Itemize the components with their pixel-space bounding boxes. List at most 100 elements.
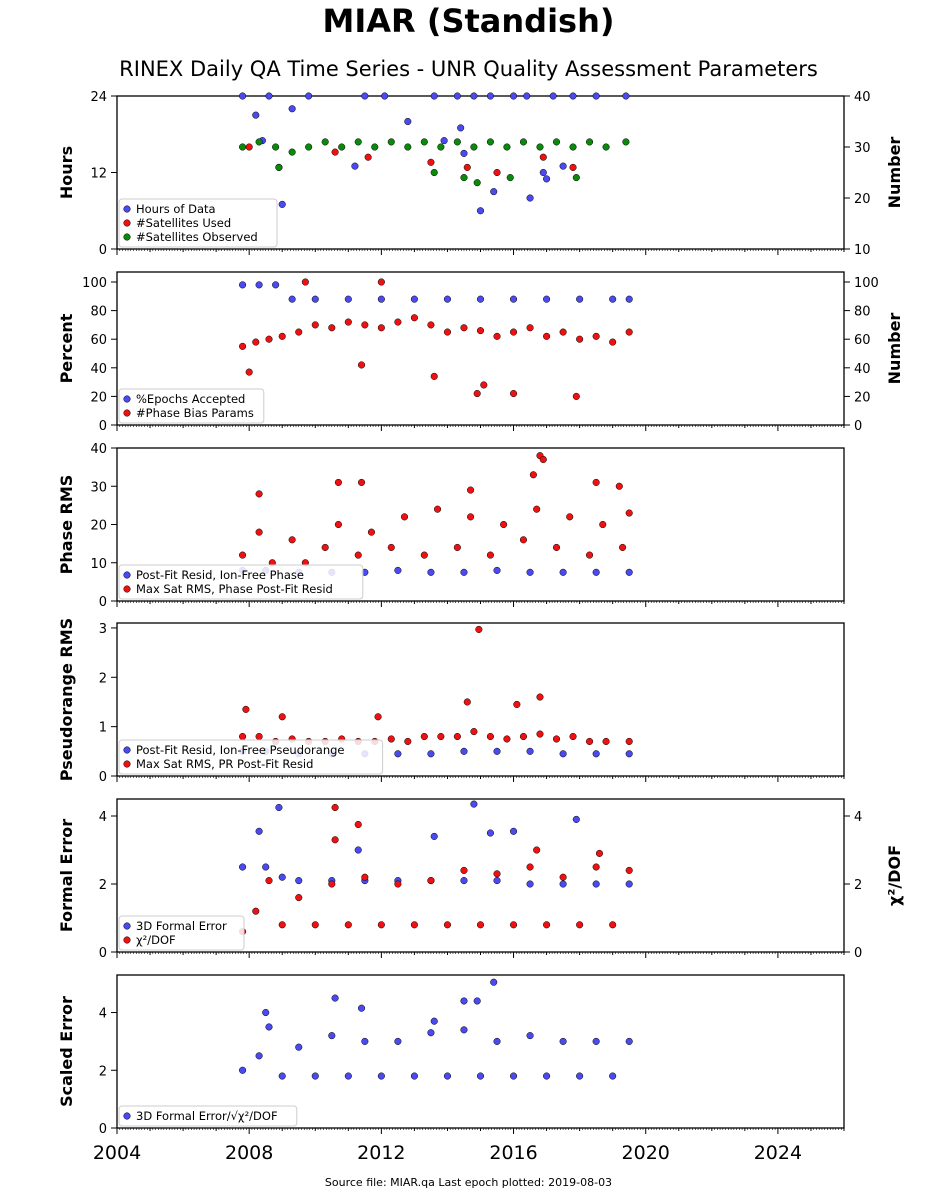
data-point-hours-s1 <box>493 168 501 177</box>
data-point-percent-s0 <box>609 295 617 303</box>
data-point-formal_error-s0 <box>493 877 501 885</box>
data-point-scaled_error-s0 <box>394 1037 402 1045</box>
data-point-hours-s1 <box>569 163 577 171</box>
data-point-formal_error-s1 <box>394 880 402 888</box>
data-point-phase_rms-s1 <box>255 528 263 536</box>
data-point-percent-s1 <box>344 318 352 326</box>
data-point-hours-s2 <box>338 143 346 151</box>
data-point-scaled_error-s0 <box>331 994 339 1002</box>
y2-tick-label-hours: 30 <box>854 141 871 156</box>
data-point-pseudorange_rms-s1 <box>255 732 263 741</box>
y2-tick-label-percent: 20 <box>854 390 871 405</box>
y2-tick-label-percent: 60 <box>854 333 871 348</box>
legend-marker-hours <box>123 205 131 213</box>
data-point-formal_error-s1 <box>427 877 435 885</box>
y-tick-label-pseudorange_rms: 1 <box>99 721 107 736</box>
data-point-phase_rms-s1 <box>486 551 494 559</box>
data-point-percent-s1 <box>410 314 418 322</box>
data-point-hours-s2 <box>473 179 481 187</box>
data-point-formal_error-s1 <box>460 866 468 874</box>
x-tick-label: 2020 <box>622 1142 670 1164</box>
data-point-percent-s1 <box>311 321 319 329</box>
y-tick-label-pseudorange_rms: 0 <box>99 770 107 785</box>
y-tick-label-hours: 24 <box>90 90 107 105</box>
y2-tick-label-formal_error: 0 <box>854 946 862 961</box>
data-point-phase_rms-s0 <box>592 568 600 576</box>
x-tick-label: 2012 <box>357 1142 405 1164</box>
data-point-scaled_error-s0 <box>262 1008 270 1017</box>
y-axis-label-percent: Percent <box>57 313 76 383</box>
y-tick-label-phase_rms: 20 <box>90 519 107 534</box>
data-point-formal_error-s1 <box>265 877 273 885</box>
data-point-percent-s1 <box>609 338 617 346</box>
data-point-hours-s1 <box>539 153 547 161</box>
data-point-formal_error-s1 <box>331 803 339 812</box>
data-point-formal_error-s1 <box>311 921 319 929</box>
data-point-pseudorange_rms-s1 <box>486 732 494 741</box>
data-point-formal_error-s0 <box>255 827 263 835</box>
data-point-hours-s0 <box>239 92 247 100</box>
legend-marker-hours <box>123 233 131 241</box>
legend-label-percent: %Epochs Accepted <box>136 392 245 406</box>
data-point-phase_rms-s1 <box>599 520 607 529</box>
data-point-formal_error-s1 <box>576 921 584 929</box>
data-point-formal_error-s0 <box>460 877 468 885</box>
data-point-hours-s2 <box>503 143 511 151</box>
data-point-formal_error-s1 <box>252 907 260 915</box>
data-point-scaled_error-s0 <box>543 1072 551 1080</box>
data-point-formal_error-s1 <box>295 894 303 902</box>
data-point-percent-s1 <box>576 335 584 343</box>
data-point-phase_rms-s1 <box>615 482 623 490</box>
data-point-hours-s0 <box>490 188 498 196</box>
data-point-percent-s0 <box>377 295 385 303</box>
data-point-phase_rms-s0 <box>559 568 567 576</box>
data-point-hours-s2 <box>622 138 630 146</box>
data-point-scaled_error-s0 <box>526 1032 534 1040</box>
data-point-percent-s1 <box>509 389 518 398</box>
legend-box-hours <box>118 198 278 248</box>
data-point-phase_rms-s0 <box>394 566 402 574</box>
data-point-pseudorange_rms-s1 <box>239 732 247 741</box>
data-point-pseudorange_rms-s1 <box>536 730 544 738</box>
data-point-hours-s1 <box>364 153 372 161</box>
data-point-pseudorange_rms-s0 <box>559 750 567 758</box>
data-point-hours-s2 <box>420 138 428 146</box>
data-point-percent-s1 <box>427 321 435 329</box>
plot-frame-scaled_error <box>116 974 845 1129</box>
data-point-formal_error-s0 <box>486 829 494 837</box>
data-point-pseudorange_rms-s1 <box>453 732 461 741</box>
data-point-scaled_error-s0 <box>278 1072 286 1080</box>
data-point-hours-s0 <box>440 137 448 145</box>
legend-marker-scaled_error <box>123 1112 131 1120</box>
data-point-phase_rms-s1 <box>467 513 475 521</box>
y-tick-label-formal_error: 0 <box>99 946 107 961</box>
data-point-scaled_error-s0 <box>473 997 481 1005</box>
data-point-hours-s0 <box>265 92 273 100</box>
data-point-hours-s1 <box>245 143 253 151</box>
y2-tick-label-percent: 80 <box>854 305 871 320</box>
data-point-percent-s1 <box>509 328 518 336</box>
data-point-pseudorange_rms-s1 <box>470 728 478 736</box>
data-point-pseudorange_rms-s1 <box>602 737 610 746</box>
legend-marker-hours <box>123 219 131 227</box>
data-point-percent-s1 <box>295 328 303 336</box>
data-point-scaled_error-s0 <box>509 1072 518 1080</box>
data-point-percent-s0 <box>476 295 485 303</box>
data-point-scaled_error-s0 <box>592 1037 600 1045</box>
data-point-scaled_error-s0 <box>460 1026 468 1034</box>
chart-title: MIAR (Standish) <box>322 2 615 40</box>
data-point-formal_error-s1 <box>476 921 485 929</box>
data-point-phase_rms-s1 <box>400 513 409 521</box>
data-point-scaled_error-s0 <box>490 978 498 986</box>
data-point-formal_error-s1 <box>526 863 534 871</box>
data-point-percent-s0 <box>344 295 352 303</box>
data-point-formal_error-s1 <box>328 880 336 888</box>
data-point-percent-s0 <box>509 295 518 303</box>
data-point-scaled_error-s0 <box>430 1017 438 1025</box>
data-point-formal_error-s0 <box>509 827 518 835</box>
y2-axis-label-hours: Number <box>885 137 904 209</box>
data-point-pseudorange_rms-s1 <box>513 700 521 708</box>
data-point-percent-s1 <box>625 328 633 336</box>
source-footer: Source file: MIAR.qa Last epoch plotted:… <box>324 1176 613 1189</box>
data-point-scaled_error-s0 <box>265 1023 273 1031</box>
